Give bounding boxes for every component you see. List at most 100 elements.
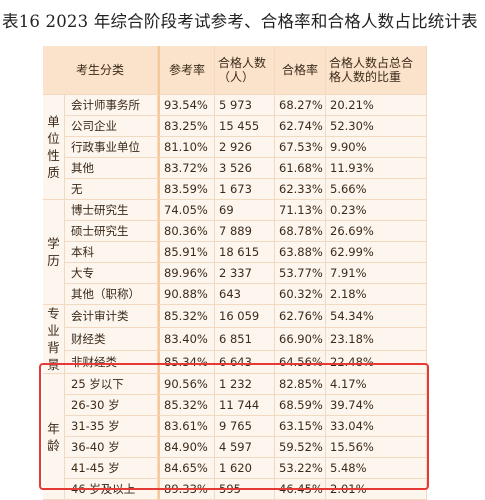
passers-cell: 5 973 — [215, 95, 275, 116]
row-label: 会计审计类 — [65, 305, 158, 328]
passers-cell: 3 526 — [215, 158, 275, 179]
participation-cell: 83.40% — [158, 328, 215, 351]
table-row: 硕士研究生 80.36% 7 889 68.78% 26.69% — [43, 221, 427, 242]
pass-rate-cell: 66.90% — [275, 328, 326, 351]
participation-cell: 83.25% — [158, 116, 215, 137]
table-row: 46 岁及以上 89.33% 595 46.45% 2.01% — [43, 479, 427, 500]
passers-cell: 2 926 — [215, 137, 275, 158]
group-label-text: 年龄 — [47, 420, 60, 453]
share-cell: 15.56% — [326, 437, 427, 458]
row-label: 41-45 岁 — [65, 458, 158, 479]
row-label: 其他（职称） — [65, 284, 158, 305]
participation-cell: 83.61% — [158, 416, 215, 437]
share-cell: 33.04% — [326, 416, 427, 437]
participation-cell: 89.96% — [158, 263, 215, 284]
table-row: 专业背景 会计审计类 85.32% 16 059 62.76% 54.34% — [43, 305, 427, 374]
participation-cell: 84.65% — [158, 458, 215, 479]
stats-table: 考生分类 参考率 合格人数（人） 合格率 合格人数占总合格人数的比重 单位性质会… — [43, 46, 427, 500]
group-label-text: 专业背景 — [47, 306, 60, 372]
table-title: 表16 2023 年综合阶段考试参考、合格率和合格人数占比统计表 — [2, 12, 478, 31]
share-cell: 11.93% — [326, 158, 427, 179]
row-label: 无 — [65, 179, 158, 200]
passers-cell: 16 059 — [215, 305, 275, 328]
group-label: 学历 — [43, 200, 65, 305]
pass-rate-cell: 82.85% — [275, 374, 326, 395]
share-cell: 54.34% — [326, 305, 427, 328]
pass-rate-cell: 59.52% — [275, 437, 326, 458]
participation-cell: 74.05% — [158, 200, 215, 221]
pass-rate-cell: 68.78% — [275, 221, 326, 242]
participation-cell: 83.59% — [158, 179, 215, 200]
table-row: 单位性质 会计师事务所 93.54% 5 973 68.27% 20.21% — [43, 95, 427, 200]
passers-cell: 1 620 — [215, 458, 275, 479]
share-cell: 5.48% — [326, 458, 427, 479]
participation-cell: 90.56% — [158, 374, 215, 395]
share-cell: 26.69% — [326, 221, 427, 242]
pass-rate-cell: 67.53% — [275, 137, 326, 158]
header-share: 合格人数占总合格人数的比重 — [326, 46, 427, 95]
share-cell: 7.91% — [326, 263, 427, 284]
group-label-text: 单位性质 — [47, 114, 60, 180]
table-row: 行政事业单位 81.10% 2 926 67.53% 9.90% — [43, 137, 427, 158]
passers-cell: 69 — [215, 200, 275, 221]
table-row: 非财经类 85.34% 6 643 64.56% 22.48% — [43, 351, 427, 374]
row-label: 本科 — [65, 242, 158, 263]
pass-rate-cell: 53.77% — [275, 263, 326, 284]
group-label-text: 学历 — [47, 236, 60, 268]
row-label: 其他 — [65, 158, 158, 179]
table-row: 41-45 岁 84.65% 1 620 53.22% 5.48% — [43, 458, 427, 479]
table-row: 公司企业 83.25% 15 455 62.74% 52.30% — [43, 116, 427, 137]
passers-cell: 1 232 — [215, 374, 275, 395]
row-label: 非财经类 — [65, 351, 158, 374]
share-cell: 9.90% — [326, 137, 427, 158]
participation-cell: 85.32% — [158, 395, 215, 416]
row-label: 46 岁及以上 — [65, 479, 158, 500]
pass-rate-cell: 63.88% — [275, 242, 326, 263]
passers-cell: 1 673 — [215, 179, 275, 200]
passers-cell: 6 851 — [215, 328, 275, 351]
pass-rate-cell: 62.33% — [275, 179, 326, 200]
passers-cell: 595 — [215, 479, 275, 500]
passers-cell: 9 765 — [215, 416, 275, 437]
participation-cell: 89.33% — [158, 479, 215, 500]
pass-rate-cell: 53.22% — [275, 458, 326, 479]
participation-cell: 83.72% — [158, 158, 215, 179]
row-label: 36-40 岁 — [65, 437, 158, 458]
table-row: 36-40 岁 84.90% 4 597 59.52% 15.56% — [43, 437, 427, 458]
table-row: 无 83.59% 1 673 62.33% 5.66% — [43, 179, 427, 200]
participation-cell: 81.10% — [158, 137, 215, 158]
header-passers: 合格人数（人） — [215, 46, 275, 95]
table-row: 学历 博士研究生 74.05% 69 71.13% 0.23% — [43, 200, 427, 305]
share-cell: 0.23% — [326, 200, 427, 221]
table-row: 26-30 岁 85.32% 11 744 68.59% 39.74% — [43, 395, 427, 416]
header-category: 考生分类 — [43, 46, 158, 95]
participation-cell: 85.32% — [158, 305, 215, 328]
table-row: 本科 85.91% 18 615 63.88% 62.99% — [43, 242, 427, 263]
share-cell: 4.17% — [326, 374, 427, 395]
share-cell: 20.21% — [326, 95, 427, 116]
passers-cell: 4 597 — [215, 437, 275, 458]
pass-rate-cell: 62.76% — [275, 305, 326, 328]
table-row: 31-35 岁 83.61% 9 765 63.15% 33.04% — [43, 416, 427, 437]
share-cell: 23.18% — [326, 328, 427, 351]
row-label: 会计师事务所 — [65, 95, 158, 116]
pass-rate-cell: 46.45% — [275, 479, 326, 500]
passers-cell: 7 889 — [215, 221, 275, 242]
passers-cell: 18 615 — [215, 242, 275, 263]
row-label: 硕士研究生 — [65, 221, 158, 242]
pass-rate-cell: 62.74% — [275, 116, 326, 137]
passers-cell: 2 337 — [215, 263, 275, 284]
passers-cell: 643 — [215, 284, 275, 305]
row-label: 31-35 岁 — [65, 416, 158, 437]
header-participation: 参考率 — [158, 46, 215, 95]
participation-cell: 85.91% — [158, 242, 215, 263]
row-label: 行政事业单位 — [65, 137, 158, 158]
pass-rate-cell: 68.27% — [275, 95, 326, 116]
share-cell: 52.30% — [326, 116, 427, 137]
participation-cell: 80.36% — [158, 221, 215, 242]
participation-cell: 84.90% — [158, 437, 215, 458]
row-label: 公司企业 — [65, 116, 158, 137]
pass-rate-cell: 60.32% — [275, 284, 326, 305]
share-cell: 2.01% — [326, 479, 427, 500]
share-cell: 5.66% — [326, 179, 427, 200]
